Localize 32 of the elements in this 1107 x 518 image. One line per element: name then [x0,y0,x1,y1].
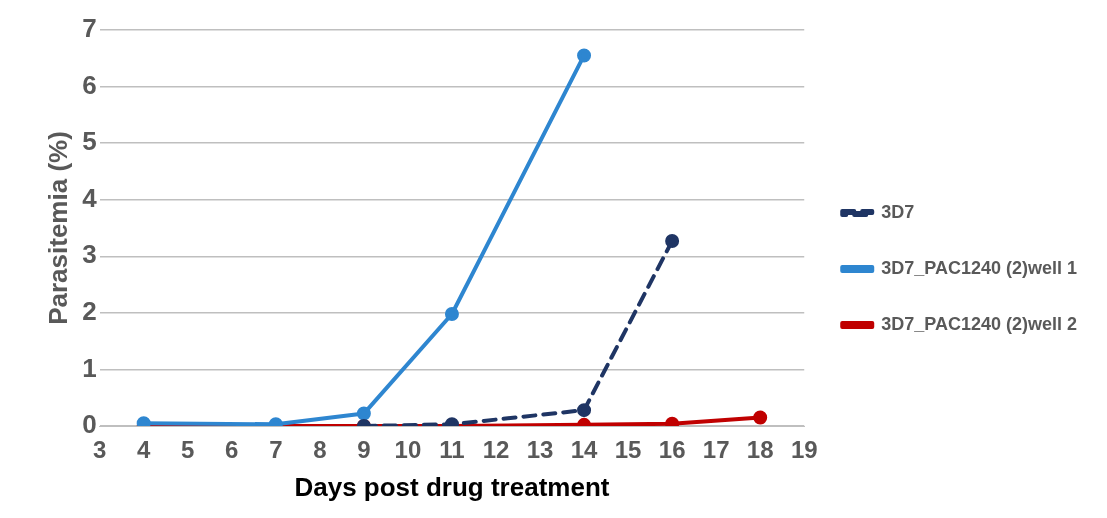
y-tick-label: 7 [82,13,97,44]
y-tick-label: 0 [82,409,97,440]
y-tick-label: 5 [82,126,97,157]
x-tick-label: 9 [357,436,371,464]
x-tick-label: 18 [746,436,774,464]
legend-label: 3D7_PAC1240 (2)well 1 [881,257,1078,278]
x-tick-label: 4 [137,436,152,464]
y-tick-label: 6 [82,69,97,100]
x-axis-title: Days post drug treatment [294,471,610,502]
y-tick-label: 3 [82,239,97,270]
point [665,234,680,249]
x-tick-label: 6 [225,436,239,464]
legend-label: 3D7 [881,201,915,222]
y-tick-label: 2 [82,296,97,327]
y-tick-label: 4 [82,182,98,213]
x-tick-label: 11 [439,436,465,464]
x-tick-label: 19 [790,436,818,464]
x-tick-label: 7 [269,436,283,464]
x-tick-label: 10 [394,436,422,464]
point [577,48,592,63]
x-tick-label: 12 [482,436,510,464]
x-tick-label: 16 [658,436,686,464]
x-tick-label: 5 [181,436,195,464]
y-tick-label: 1 [82,352,97,383]
x-tick-label: 15 [614,436,642,464]
x-tick-label: 13 [526,436,554,464]
y-axis-title: Parasitemia (%) [42,131,73,325]
point [444,306,459,321]
x-tick-label: 8 [313,436,327,464]
x-tick-label: 17 [702,436,730,464]
x-tick-label: 14 [570,436,599,464]
legend-label: 3D7_PAC1240 (2)well 2 [881,313,1078,334]
